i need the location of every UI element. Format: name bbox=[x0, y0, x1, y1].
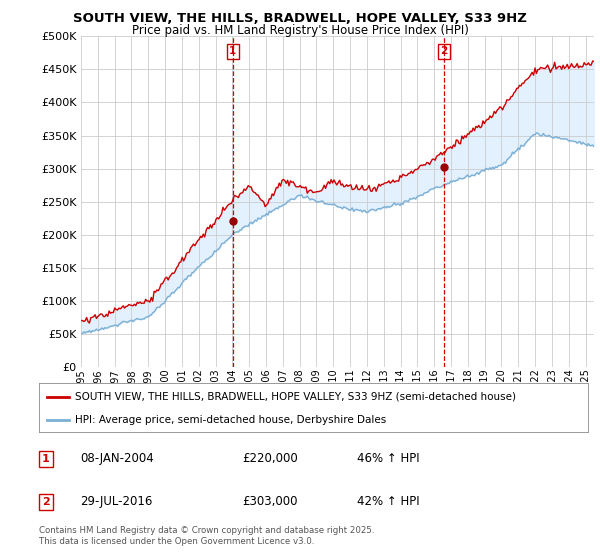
Text: 29-JUL-2016: 29-JUL-2016 bbox=[80, 495, 152, 508]
Text: HPI: Average price, semi-detached house, Derbyshire Dales: HPI: Average price, semi-detached house,… bbox=[74, 415, 386, 425]
Text: SOUTH VIEW, THE HILLS, BRADWELL, HOPE VALLEY, S33 9HZ: SOUTH VIEW, THE HILLS, BRADWELL, HOPE VA… bbox=[73, 12, 527, 25]
Text: 08-JAN-2004: 08-JAN-2004 bbox=[80, 452, 154, 465]
Text: Contains HM Land Registry data © Crown copyright and database right 2025.: Contains HM Land Registry data © Crown c… bbox=[39, 526, 374, 535]
Text: Price paid vs. HM Land Registry's House Price Index (HPI): Price paid vs. HM Land Registry's House … bbox=[131, 24, 469, 36]
Text: 2: 2 bbox=[440, 46, 448, 57]
Text: SOUTH VIEW, THE HILLS, BRADWELL, HOPE VALLEY, S33 9HZ (semi-detached house): SOUTH VIEW, THE HILLS, BRADWELL, HOPE VA… bbox=[74, 392, 515, 402]
Text: 1: 1 bbox=[42, 454, 49, 464]
Text: 42% ↑ HPI: 42% ↑ HPI bbox=[358, 495, 420, 508]
Text: 1: 1 bbox=[229, 46, 236, 57]
Text: 46% ↑ HPI: 46% ↑ HPI bbox=[358, 452, 420, 465]
Text: 2: 2 bbox=[42, 497, 49, 507]
Text: £220,000: £220,000 bbox=[242, 452, 298, 465]
Text: This data is licensed under the Open Government Licence v3.0.: This data is licensed under the Open Gov… bbox=[39, 538, 314, 547]
Text: £303,000: £303,000 bbox=[242, 495, 298, 508]
